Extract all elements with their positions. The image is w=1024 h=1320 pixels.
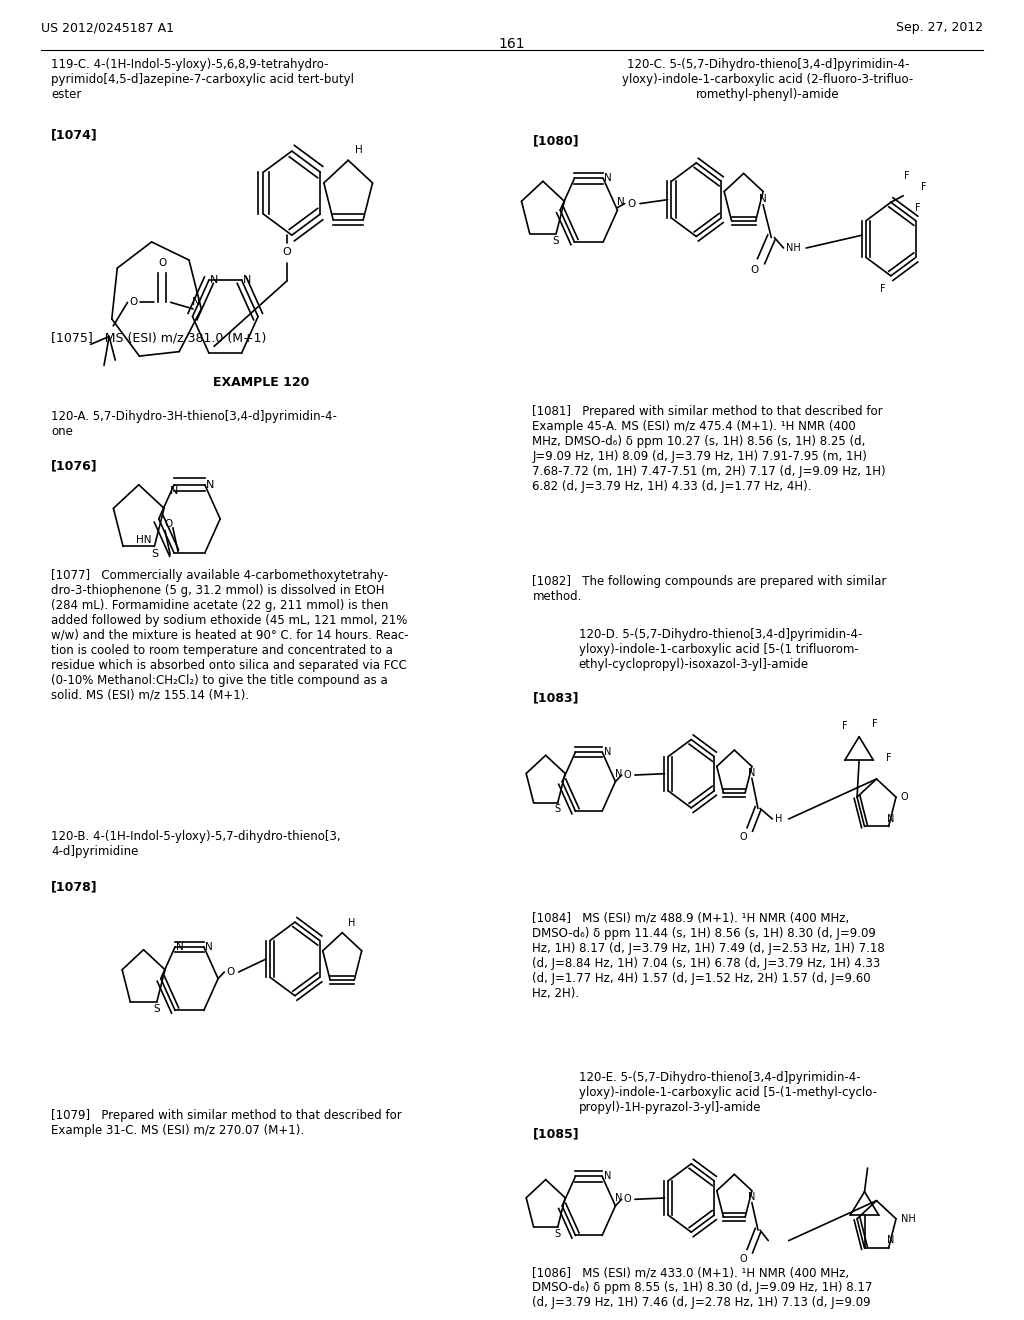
Text: H: H [775, 814, 782, 824]
Text: N: N [616, 197, 625, 207]
Text: [1078]: [1078] [51, 880, 98, 894]
Text: [1077]   Commercially available 4-carbomethoxytetrahy-
dro-3-thiophenone (5 g, 3: [1077] Commercially available 4-carbomet… [51, 569, 409, 702]
Text: N: N [887, 1236, 894, 1245]
Text: 161: 161 [499, 37, 525, 50]
Text: N: N [191, 297, 201, 308]
Text: 120-A. 5,7-Dihydro-3H-thieno[3,4-d]pyrimidin-4-
one: 120-A. 5,7-Dihydro-3H-thieno[3,4-d]pyrim… [51, 409, 337, 438]
Text: N: N [749, 768, 756, 777]
Text: O: O [751, 265, 759, 276]
Text: 120-B. 4-(1H-Indol-5-yloxy)-5,7-dihydro-thieno[3,
4-d]pyrimidine: 120-B. 4-(1H-Indol-5-yloxy)-5,7-dihydro-… [51, 830, 341, 858]
Text: [1076]: [1076] [51, 459, 98, 473]
Text: S: S [555, 1229, 561, 1238]
Text: N: N [170, 486, 178, 496]
Text: N: N [243, 275, 251, 285]
Text: O: O [130, 297, 138, 308]
Text: EXAMPLE 120: EXAMPLE 120 [213, 376, 309, 388]
Text: N: N [614, 768, 623, 779]
Text: F: F [842, 721, 848, 731]
Text: [1082]   The following compounds are prepared with similar
method.: [1082] The following compounds are prepa… [532, 576, 887, 603]
Text: S: S [151, 549, 158, 560]
Text: US 2012/0245187 A1: US 2012/0245187 A1 [41, 21, 174, 34]
Text: N: N [210, 275, 218, 285]
Text: F: F [886, 752, 892, 763]
Text: [1081]   Prepared with similar method to that described for
Example 45-A. MS (ES: [1081] Prepared with similar method to t… [532, 405, 886, 492]
Text: N: N [603, 747, 611, 756]
Text: O: O [628, 198, 636, 209]
Text: N: N [614, 1193, 623, 1203]
Text: N: N [176, 941, 184, 952]
Text: O: O [624, 770, 632, 780]
Text: 120-C. 5-(5,7-Dihydro-thieno[3,4-d]pyrimidin-4-
yloxy)-indole-1-carboxylic acid : 120-C. 5-(5,7-Dihydro-thieno[3,4-d]pyrim… [623, 58, 913, 100]
Text: [1075]   MS (ESI) m/z 381.0 (M+1): [1075] MS (ESI) m/z 381.0 (M+1) [51, 331, 266, 345]
Text: 119-C. 4-(1H-Indol-5-yloxy)-5,6,8,9-tetrahydro-
pyrimido[4,5-d]azepine-7-carboxy: 119-C. 4-(1H-Indol-5-yloxy)-5,6,8,9-tetr… [51, 58, 354, 100]
Text: S: S [553, 236, 559, 247]
Text: 120-E. 5-(5,7-Dihydro-thieno[3,4-d]pyrimidin-4-
yloxy)-indole-1-carboxylic acid : 120-E. 5-(5,7-Dihydro-thieno[3,4-d]pyrim… [579, 1071, 877, 1114]
Text: N: N [749, 1192, 756, 1203]
Text: N: N [887, 813, 894, 824]
Text: H: H [354, 145, 362, 154]
Text: [1083]: [1083] [532, 690, 579, 704]
Text: S: S [154, 1003, 160, 1014]
Text: O: O [740, 833, 748, 842]
Text: F: F [904, 172, 910, 181]
Text: [1079]   Prepared with similar method to that described for
Example 31-C. MS (ES: [1079] Prepared with similar method to t… [51, 1109, 402, 1137]
Text: F: F [921, 182, 927, 191]
Text: NH: NH [901, 1214, 915, 1224]
Text: [1085]: [1085] [532, 1127, 580, 1140]
Text: O: O [159, 257, 167, 268]
Text: O: O [900, 792, 908, 803]
Text: O: O [226, 968, 234, 977]
Text: H: H [348, 919, 355, 928]
Text: S: S [555, 804, 561, 814]
Text: N: N [205, 941, 213, 952]
Text: O: O [283, 247, 291, 257]
Text: Sep. 27, 2012: Sep. 27, 2012 [896, 21, 983, 34]
Text: [1080]: [1080] [532, 135, 580, 147]
Text: [1086]   MS (ESI) m/z 433.0 (M+1). ¹H NMR (400 MHz,
DMSO-d₆) δ ppm 8.55 (s, 1H) : [1086] MS (ESI) m/z 433.0 (M+1). ¹H NMR … [532, 1266, 872, 1309]
Text: N: N [604, 173, 612, 183]
Text: N: N [206, 479, 214, 490]
Text: F: F [880, 284, 886, 294]
Text: 120-D. 5-(5,7-Dihydro-thieno[3,4-d]pyrimidin-4-
yloxy)-indole-1-carboxylic acid : 120-D. 5-(5,7-Dihydro-thieno[3,4-d]pyrim… [579, 628, 862, 671]
Text: O: O [165, 519, 173, 529]
Text: N: N [759, 194, 767, 205]
Text: O: O [624, 1195, 632, 1204]
Text: HN: HN [135, 535, 152, 545]
Text: NH: NH [786, 243, 801, 253]
Text: [1084]   MS (ESI) m/z 488.9 (M+1). ¹H NMR (400 MHz,
DMSO-d₆) δ ppm 11.44 (s, 1H): [1084] MS (ESI) m/z 488.9 (M+1). ¹H NMR … [532, 912, 885, 999]
Text: O: O [740, 1254, 748, 1265]
Text: [1074]: [1074] [51, 129, 98, 141]
Text: F: F [914, 202, 921, 213]
Text: F: F [871, 718, 878, 729]
Text: N: N [603, 1171, 611, 1181]
